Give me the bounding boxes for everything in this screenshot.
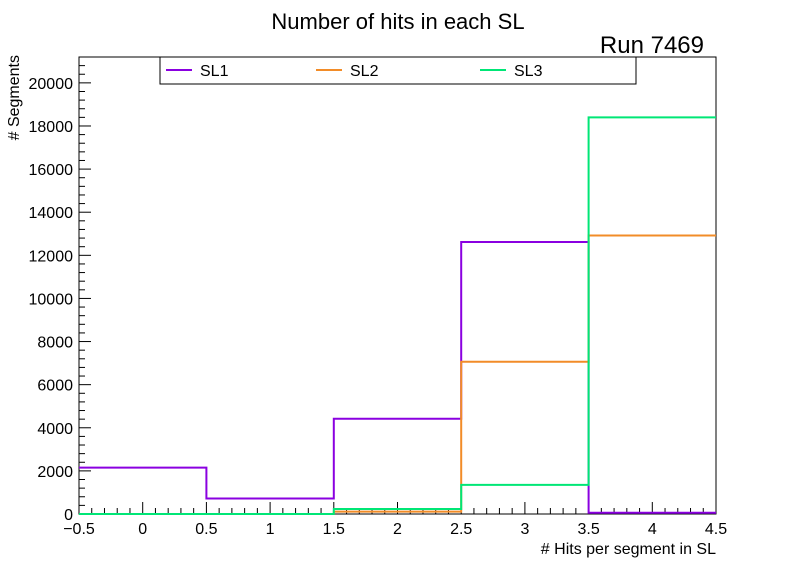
x-tick-label: 2 [393,521,402,538]
y-tick-label: 12000 [29,248,74,265]
series-sl1-line [79,240,716,514]
x-tick-label: 1 [266,521,275,538]
x-tick-label: 0.5 [195,521,217,538]
legend: SL1 SL2 SL3 [159,56,637,85]
y-tick-label: 16000 [29,162,74,179]
chart-title: Number of hits in each SL [271,9,524,34]
y-tick-label: 8000 [37,335,73,352]
series-sl3-line [79,116,716,515]
legend-label-sl1: SL1 [200,63,229,80]
plot-frame [78,56,717,515]
x-tick-label: 4 [648,521,657,538]
y-axis-label: # Segments [6,55,23,140]
x-tick-label: 4.5 [705,521,727,538]
x-tick-label: 0 [138,521,147,538]
x-tick-label: 2.5 [450,521,472,538]
y-tick-label: 20000 [29,76,74,93]
x-axis-ticks: −0.5 0 0.5 1 1.5 2 2.5 3 3.5 4 4.5 [63,502,727,538]
y-axis-ticks: 0 2000 4000 6000 8000 10000 12000 14000 16000 180… [29,56,91,524]
series-sl2-line [79,234,716,515]
histogram-series [79,116,716,515]
legend-box [159,56,637,85]
y-tick-label: 6000 [37,378,73,395]
y-tick-label: 4000 [37,421,73,438]
y-tick-label: 14000 [29,205,74,222]
y-tick-label: 2000 [37,464,73,481]
run-label: Run 7469 [600,32,704,59]
y-tick-label: 0 [64,507,73,524]
x-axis-label: # Hits per segment in SL [541,541,716,558]
x-tick-label: −0.5 [63,521,95,538]
y-tick-label: 18000 [29,119,74,136]
legend-label-sl3: SL3 [514,63,543,80]
x-tick-label: 3.5 [577,521,599,538]
y-tick-label: 10000 [29,291,74,308]
x-tick-label: 1.5 [323,521,345,538]
x-tick-label: 3 [520,521,529,538]
legend-label-sl2: SL2 [350,63,379,80]
